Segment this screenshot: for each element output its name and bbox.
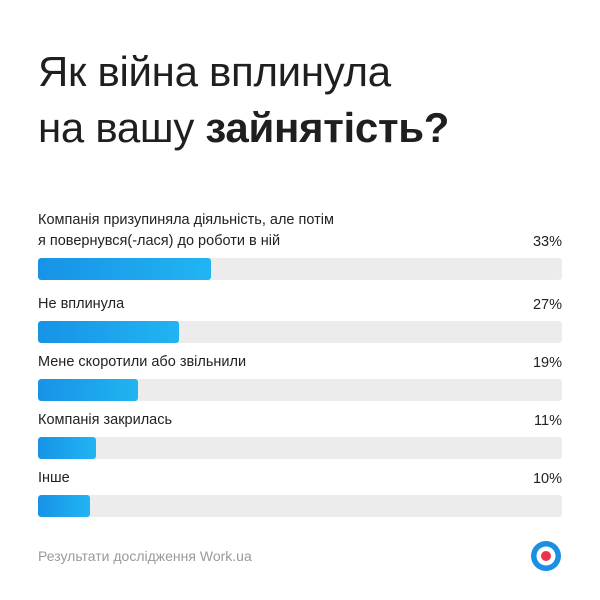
- bar-category-label: Компанія призупиняла діяльність, але пот…: [38, 212, 334, 249]
- bar-value-label: 10%: [532, 471, 562, 487]
- page-title: Як війна вплинула на вашу зайнятість?: [38, 44, 578, 156]
- bar: [38, 258, 211, 280]
- bar-value-label: 19%: [532, 355, 562, 371]
- bar-track: [38, 379, 562, 401]
- bar: [38, 495, 91, 517]
- bar-row: Інше 10%: [38, 468, 562, 517]
- bar-track: [38, 495, 562, 517]
- bar-row: Мене скоротили або звільнили 19%: [38, 352, 562, 401]
- bar-category-label: Мене скоротили або звільнили: [38, 354, 247, 370]
- title-line-2: на вашу зайнятість?: [38, 100, 578, 156]
- bar-row: Компанія призупиняла діяльність, але пот…: [38, 210, 562, 280]
- title-line-2-bold: зайнятість?: [205, 104, 450, 151]
- title-line-1: Як війна вплинула: [38, 48, 391, 95]
- bar-track: [38, 258, 562, 280]
- bar-value-label: 27%: [532, 297, 562, 313]
- bar: [38, 379, 138, 401]
- bar: [38, 437, 96, 459]
- bar-track: [38, 437, 562, 459]
- bar-row: Компанія закрилась 11%: [38, 410, 562, 459]
- work-ua-logo-icon: [531, 541, 561, 571]
- bar-row: Не вплинула 27%: [38, 294, 562, 343]
- bar-category-label: Не вплинула: [38, 296, 125, 312]
- source-caption: Результати дослідження Work.ua: [38, 548, 252, 564]
- bar-value-label: 11%: [534, 413, 562, 429]
- title-line-2-regular: на вашу: [38, 104, 206, 151]
- bar: [38, 321, 180, 343]
- bar-category-label: Інше: [38, 470, 70, 486]
- bar-track: [38, 321, 562, 343]
- bar-value-label: 33%: [532, 234, 562, 250]
- bar-category-label: Компанія закрилась: [38, 412, 173, 428]
